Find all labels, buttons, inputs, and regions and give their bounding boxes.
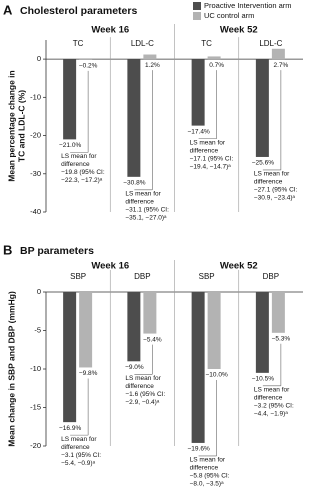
y-axis-label: Mean change in SBP and DBP (mmHg) [6, 291, 16, 447]
panel-label: B [3, 242, 12, 257]
annotation: difference [190, 147, 219, 154]
value-label: −10.5% [252, 376, 274, 383]
x-tick-label: SBP [70, 272, 86, 281]
value-label: −10.0% [206, 372, 228, 379]
annotation: −1.6 (95% CI: [125, 391, 165, 398]
group-label: Week 52 [220, 261, 258, 272]
y-tick-label: -30 [30, 169, 41, 178]
value-label: −5.3% [272, 336, 291, 343]
panel-label: A [3, 2, 13, 17]
legend-swatch [193, 12, 201, 20]
annotation: difference [254, 395, 283, 402]
annotation: difference [61, 444, 90, 451]
annotation: LS mean for [125, 375, 161, 382]
annotation: −8.0, −3.5)ᵃ [190, 481, 224, 488]
bar [207, 292, 221, 369]
bar [63, 292, 77, 423]
x-tick-label: DBP [134, 272, 150, 281]
annotation: difference [254, 179, 283, 186]
bar [63, 59, 77, 140]
bar [271, 292, 285, 333]
annotation: −5.4, −0.9)ᵃ [61, 460, 95, 467]
y-tick-label: -20 [30, 441, 41, 450]
y-axis-label: Mean percentage change in [6, 70, 16, 181]
legend-label: Proactive Intervention arm [204, 1, 292, 10]
bar [191, 59, 205, 126]
annotation: −19.4, −14.7)ᵃ [190, 163, 232, 170]
bar [255, 59, 269, 157]
value-label: −16.9% [59, 425, 81, 432]
x-tick-label: TC [73, 39, 84, 48]
x-tick-label: DBP [263, 272, 279, 281]
y-tick-label: -5 [34, 325, 41, 334]
bar [79, 59, 93, 60]
value-label: −21.0% [59, 142, 81, 149]
y-tick-label: 0 [37, 54, 41, 63]
y-tick-label: -20 [30, 131, 41, 140]
value-label: −30.8% [123, 180, 145, 187]
annotation: −19.8 (95% CI: [61, 169, 105, 176]
y-tick-label: -10 [30, 364, 41, 373]
value-label: −9.8% [79, 370, 98, 377]
group-label: Week 16 [91, 25, 129, 36]
x-tick-label: TC [201, 39, 212, 48]
value-label: −0.2% [79, 63, 98, 70]
annotation: −3.2 (95% CI: [254, 403, 294, 410]
x-tick-label: LDL-C [259, 39, 282, 48]
annotation: −5.8 (95% CI: [190, 473, 230, 480]
x-tick-label: LDL-C [131, 39, 154, 48]
legend-label: UC control arm [204, 11, 254, 20]
y-axis-label: TC and LDL-C (%) [16, 90, 26, 162]
value-label: −19.6% [188, 446, 210, 453]
annotation: difference [125, 199, 154, 206]
annotation: difference [190, 465, 219, 472]
annotation: LS mean for [125, 191, 161, 198]
annotation: −31.1 (95% CI: [125, 207, 169, 214]
value-label: −25.6% [252, 160, 274, 167]
value-label: 2.7% [273, 62, 288, 69]
panel-title: BP parameters [20, 245, 94, 257]
y-tick-label: -40 [30, 207, 41, 216]
value-label: −9.0% [125, 364, 144, 371]
annotation: difference [61, 161, 90, 168]
annotation: −27.1 (95% CI: [254, 187, 298, 194]
value-label: 1.2% [145, 62, 160, 69]
annotation: difference [125, 383, 154, 390]
annotation: LS mean for [190, 139, 226, 146]
annotation: −2.9, −0.4)ᵃ [125, 399, 159, 406]
bar [191, 292, 205, 443]
group-label: Week 16 [91, 261, 129, 272]
chart: A Cholesterol parameters Mean percentage c… [3, 1, 303, 488]
annotation: LS mean for [254, 171, 290, 178]
bar [207, 56, 221, 60]
legend-swatch [193, 2, 201, 10]
annotation: −22.3, −17.2)ᵃ [61, 177, 103, 184]
annotation: −30.9, −23.4)ᵃ [254, 195, 296, 202]
bar [127, 59, 141, 177]
annotation: LS mean for [190, 457, 226, 464]
panel-title: Cholesterol parameters [20, 5, 137, 17]
annotation: −3.1 (95% CI: [61, 452, 101, 459]
value-label: −5.4% [143, 336, 162, 343]
bar [271, 48, 285, 60]
value-label: 0.7% [209, 62, 224, 69]
annotation: −4.4, −1.9)ᵃ [254, 411, 288, 418]
y-tick-label: -10 [30, 92, 41, 101]
annotation: −35.1, −27.0)ᵃ [125, 215, 167, 222]
bar [127, 292, 141, 362]
bar [143, 292, 157, 334]
value-label: −17.4% [188, 128, 210, 135]
group-label: Week 52 [220, 25, 258, 36]
bar [79, 292, 93, 368]
x-tick-label: SBP [199, 272, 215, 281]
annotation: LS mean for [254, 387, 290, 394]
bar [255, 292, 269, 373]
y-tick-label: 0 [37, 287, 41, 296]
bar [143, 54, 157, 60]
annotation: −17.1 (95% CI: [190, 155, 234, 162]
annotation: LS mean for [61, 436, 97, 443]
y-tick-label: -15 [30, 402, 41, 411]
annotation: LS mean for [61, 153, 97, 160]
